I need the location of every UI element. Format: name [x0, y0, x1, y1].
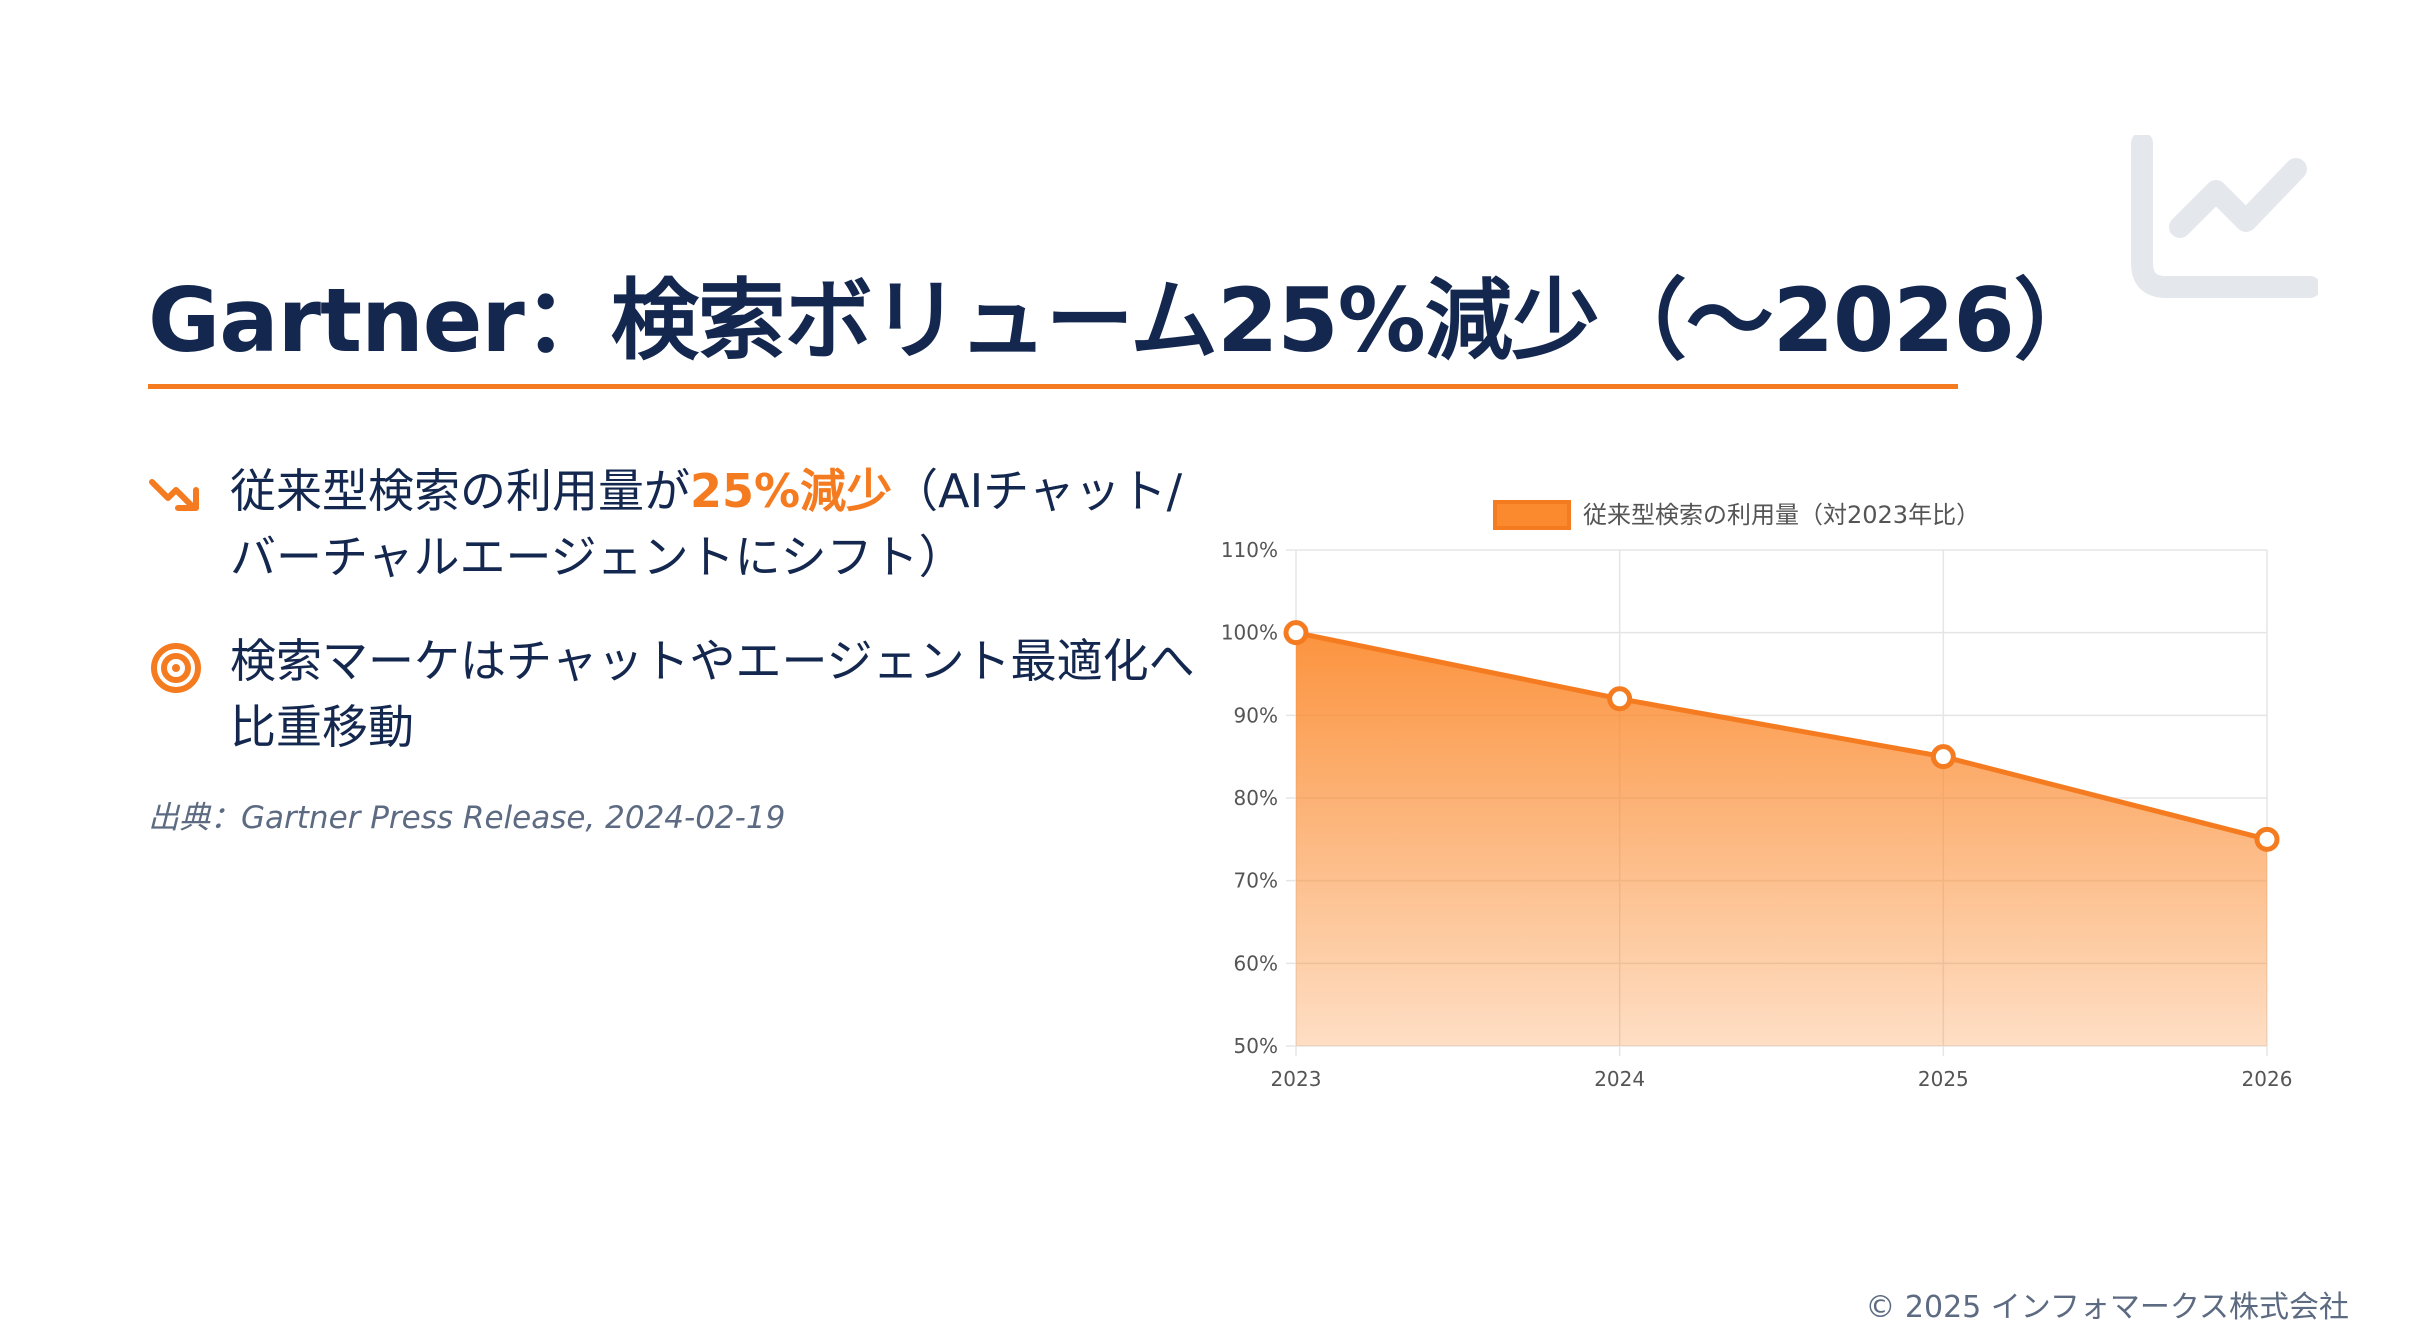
area-fill	[1296, 632, 2267, 1046]
x-tick-label: 2026	[2242, 1067, 2293, 1091]
page-title: Gartner：検索ボリューム25%減少（〜2026）	[148, 269, 2102, 372]
trend-down-arrow-icon	[149, 479, 199, 511]
source-citation: 出典：Gartner Press Release, 2024-02-19	[148, 800, 786, 836]
data-point	[1930, 744, 1956, 770]
legend-label: 従来型検索の利用量（対2023年比）	[1583, 501, 1980, 529]
bullet-text: 検索マーケはチャットやエージェント最適化へ比重移動	[230, 634, 1195, 754]
data-point	[1607, 686, 1633, 712]
copyright: © 2025 インフォマークス株式会社	[1865, 1290, 2349, 1325]
title-underline	[148, 384, 1958, 389]
y-tick-label: 70%	[1234, 869, 1278, 893]
target-icon	[151, 643, 201, 693]
bullet-text-before: 従来型検索の利用量が	[230, 464, 690, 518]
y-tick-label: 60%	[1234, 951, 1278, 975]
data-point	[2254, 826, 2280, 852]
legend-swatch	[1493, 500, 1571, 530]
x-tick-label: 2024	[1594, 1067, 1645, 1091]
x-tick-label: 2023	[1271, 1067, 1322, 1091]
y-tick-label: 110%	[1221, 538, 1278, 562]
bullet-text-after: （AIチャット/バーチャルエージェントにシフト）	[230, 464, 1183, 584]
area-chart: 110%100%90%80%70%60%50%2023 2024 2025 2026 …	[1221, 500, 2293, 1091]
data-point	[1283, 620, 1309, 646]
y-tick-label: 80%	[1234, 786, 1278, 810]
y-tick-label: 100%	[1221, 621, 1278, 645]
bullet-text: 従来型検索の利用量が25%減少（AIチャット/バーチャルエージェントにシフト）	[230, 458, 1220, 590]
y-tick-label: 50%	[1234, 1034, 1278, 1058]
bullet-highlight: 25%減少	[690, 464, 893, 518]
line-chart-icon	[2131, 135, 2318, 298]
bullet-search-decline: 従来型検索の利用量が25%減少（AIチャット/バーチャルエージェントにシフト）	[148, 458, 1220, 590]
x-tick-label: 2025	[1918, 1067, 1969, 1091]
bullet-marketing-shift: 検索マーケはチャットやエージェント最適化へ比重移動	[148, 628, 1220, 760]
series-line	[1295, 630, 2268, 842]
y-tick-label: 90%	[1234, 703, 1278, 727]
